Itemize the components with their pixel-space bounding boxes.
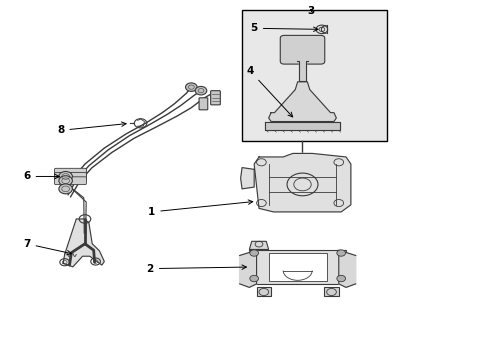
Polygon shape	[338, 250, 355, 287]
Bar	[256, 287, 270, 296]
Circle shape	[195, 86, 206, 95]
Circle shape	[336, 275, 345, 282]
Text: 4: 4	[246, 66, 292, 117]
Circle shape	[59, 176, 72, 186]
Text: 1: 1	[148, 200, 252, 217]
Circle shape	[59, 184, 72, 194]
FancyBboxPatch shape	[54, 168, 86, 176]
FancyBboxPatch shape	[210, 91, 220, 105]
Circle shape	[59, 171, 72, 181]
FancyBboxPatch shape	[199, 98, 207, 110]
Polygon shape	[268, 82, 336, 122]
Bar	[242, 10, 386, 141]
Bar	[249, 250, 346, 284]
Polygon shape	[240, 168, 254, 189]
Polygon shape	[264, 122, 340, 130]
Bar	[268, 253, 326, 281]
Text: 2: 2	[146, 264, 246, 274]
FancyBboxPatch shape	[54, 177, 86, 185]
Bar	[324, 287, 338, 296]
Circle shape	[336, 250, 345, 256]
Text: 6: 6	[23, 171, 59, 181]
FancyBboxPatch shape	[54, 172, 86, 180]
Polygon shape	[239, 250, 256, 287]
Circle shape	[185, 83, 197, 91]
Polygon shape	[63, 219, 104, 267]
Text: 7: 7	[23, 239, 71, 255]
Polygon shape	[249, 241, 268, 249]
Circle shape	[249, 275, 258, 282]
Circle shape	[249, 250, 258, 256]
Polygon shape	[254, 153, 350, 212]
Polygon shape	[296, 61, 308, 81]
Text: 5: 5	[250, 23, 317, 33]
FancyBboxPatch shape	[280, 35, 324, 64]
Text: 3: 3	[307, 6, 314, 16]
Text: 8: 8	[57, 122, 126, 135]
